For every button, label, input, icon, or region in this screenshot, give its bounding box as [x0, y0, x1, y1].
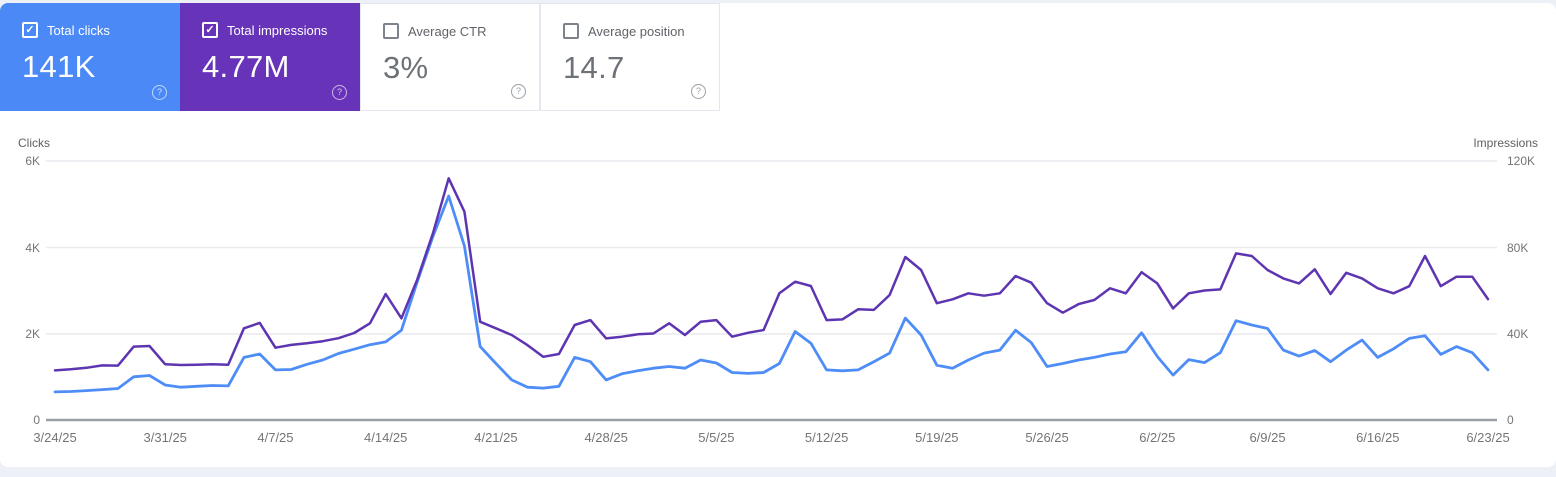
y-tick-left: 0	[33, 413, 40, 427]
metric-value: 14.7	[563, 50, 625, 85]
x-axis-date-label: 4/14/25	[364, 430, 408, 445]
x-axis-date-label: 6/9/25	[1249, 430, 1286, 445]
x-axis-date-label: 4/21/25	[474, 430, 518, 445]
x-axis-date-label: 5/12/25	[804, 430, 849, 445]
metric-card-average-ctr[interactable]: Average CTR 3% ?	[360, 3, 540, 111]
help-icon[interactable]: ?	[511, 84, 526, 99]
x-axis-date-label: 5/5/25	[698, 430, 735, 445]
y-tick-right: 80K	[1507, 240, 1529, 255]
help-icon[interactable]: ?	[152, 85, 167, 100]
clicks-line	[53, 194, 1490, 394]
x-axis-date-label: 3/24/25	[33, 430, 77, 445]
x-axis-date-label: 4/28/25	[584, 430, 628, 445]
checkbox-total-clicks[interactable]: ✓	[22, 22, 38, 38]
y-tick-left: 6K	[25, 154, 40, 168]
x-axis-date-label: 3/31/25	[143, 430, 187, 445]
left-axis-title: Clicks	[18, 136, 50, 150]
metric-label: Total impressions	[227, 22, 328, 38]
metric-value: 4.77M	[202, 49, 290, 84]
metric-card-total-impressions[interactable]: ✓ Total impressions 4.77M ?	[180, 3, 360, 111]
y-tick-right: 120K	[1507, 154, 1536, 168]
right-axis-title: Impressions	[1473, 136, 1538, 150]
gridlines	[46, 160, 1497, 335]
impressions-line	[53, 177, 1490, 372]
help-icon[interactable]: ?	[691, 84, 706, 99]
x-axis-date-label: 4/7/25	[257, 430, 294, 445]
x-axis-date-label: 6/23/25	[1466, 430, 1510, 445]
x-axis-date-label: 6/16/25	[1356, 430, 1400, 445]
checkbox-total-impressions[interactable]: ✓	[202, 22, 218, 38]
x-axis-date-label: 5/26/25	[1025, 430, 1069, 445]
y-tick-right: 0	[1507, 413, 1514, 427]
checkbox-average-ctr[interactable]	[383, 23, 399, 39]
metric-value: 141K	[22, 49, 96, 84]
metric-card-total-clicks[interactable]: ✓ Total clicks 141K ?	[0, 3, 180, 111]
y-tick-right: 40K	[1507, 327, 1529, 341]
help-icon[interactable]: ?	[332, 85, 347, 100]
metric-card-average-position[interactable]: Average position 14.7 ?	[540, 3, 720, 111]
checkbox-average-position[interactable]	[563, 23, 579, 39]
x-axis-date-label: 6/2/25	[1139, 430, 1176, 445]
metric-value: 3%	[383, 50, 429, 85]
metric-label: Total clicks	[47, 22, 110, 38]
y-tick-left: 2K	[25, 327, 40, 341]
x-axis-date-label: 5/19/25	[915, 430, 959, 445]
metric-label: Average position	[588, 23, 685, 39]
performance-panel: ✓ Total clicks 141K ? ✓ Total impression…	[0, 3, 1556, 467]
metric-label: Average CTR	[408, 23, 487, 39]
y-tick-left: 4K	[25, 240, 40, 255]
